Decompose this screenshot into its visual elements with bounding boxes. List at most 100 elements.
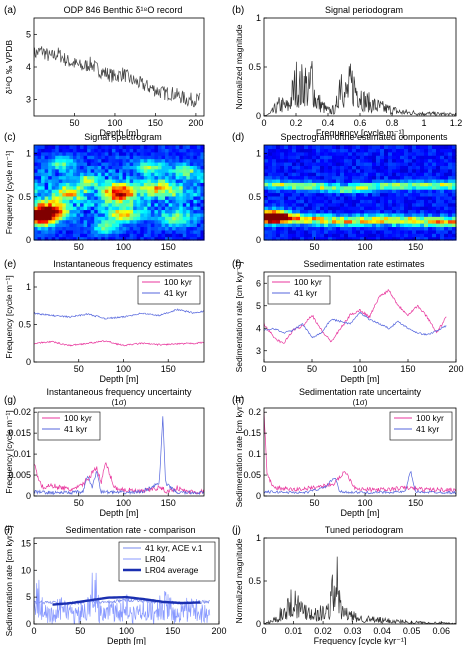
heatmap-cell	[140, 212, 145, 217]
heatmap-cell	[284, 175, 289, 180]
heatmap-cell	[420, 233, 425, 238]
heatmap-cell	[336, 202, 341, 207]
heatmap-cell	[72, 158, 78, 163]
heatmap-cell	[392, 155, 397, 160]
heatmap-cell	[41, 151, 46, 156]
heatmap-cell	[404, 226, 409, 231]
heatmap-cell	[48, 229, 53, 234]
heatmap-cell	[264, 202, 269, 207]
heatmap-cell	[324, 233, 329, 238]
heatmap-cell	[404, 145, 409, 149]
heatmap-cell	[200, 185, 205, 190]
heatmap-cell	[34, 236, 39, 241]
heatmap-cell	[94, 148, 99, 153]
heatmap-cell	[133, 202, 138, 207]
heatmap-cell	[172, 229, 177, 234]
heatmap-cell	[186, 165, 191, 170]
heatmap-cell	[320, 168, 325, 173]
heatmap-cell	[90, 223, 95, 228]
heatmap-cell	[324, 151, 329, 156]
heatmap-cell	[396, 145, 401, 149]
heatmap-cell	[336, 229, 341, 234]
heatmap-cell	[432, 185, 437, 190]
heatmap-cell	[408, 158, 413, 163]
heatmap-cell	[296, 148, 301, 153]
heatmap-cell	[388, 172, 393, 177]
heatmap-cell	[332, 172, 337, 177]
heatmap-cell	[196, 219, 202, 224]
heatmap-cell	[62, 168, 67, 173]
heatmap-cell	[136, 199, 141, 204]
heatmap-cell	[272, 155, 277, 160]
heatmap-cell	[161, 223, 166, 228]
heatmap-cell	[268, 185, 273, 190]
heatmap-cell	[444, 165, 449, 170]
heatmap-cell	[51, 161, 56, 166]
heatmap-cell	[424, 216, 429, 221]
heatmap-cell	[428, 212, 433, 217]
heatmap-cell	[408, 206, 413, 211]
heatmap-cell	[147, 223, 152, 228]
panel-letter: (j)	[232, 525, 241, 536]
heatmap-cell	[55, 229, 60, 234]
heatmap-cell	[179, 202, 184, 207]
heatmap-cell	[122, 172, 127, 177]
heatmap-cell	[428, 161, 433, 166]
heatmap-cell	[161, 145, 166, 149]
heatmap-cell	[264, 178, 269, 183]
heatmap-cell	[340, 182, 345, 187]
heatmap-cell	[352, 161, 357, 166]
heatmap-cell	[452, 148, 457, 153]
heatmap-cell	[416, 165, 421, 170]
heatmap-cell	[400, 195, 405, 200]
heatmap-cell	[336, 223, 341, 228]
heatmap-cell	[172, 185, 177, 190]
heatmap-cell	[276, 155, 281, 160]
heatmap-cell	[336, 168, 341, 173]
heatmap-cell	[51, 185, 56, 190]
heatmap-cell	[280, 182, 285, 187]
heatmap-cell	[165, 148, 170, 153]
heatmap-cell	[340, 195, 345, 200]
heatmap-cell	[376, 233, 381, 238]
heatmap-cell	[268, 168, 273, 173]
heatmap-cell	[179, 161, 184, 166]
heatmap-cell	[392, 233, 397, 238]
heatmap-cell	[328, 178, 333, 183]
heatmap-cell	[304, 148, 309, 153]
heatmap-cell	[65, 145, 71, 149]
y-axis-label: Normalized magnitude	[234, 24, 244, 109]
heatmap-cell	[189, 219, 194, 224]
heatmap-cell	[296, 172, 301, 177]
heatmap-cell	[62, 182, 67, 187]
heatmap-cell	[444, 161, 449, 166]
heatmap-cell	[150, 236, 156, 241]
heatmap-cell	[165, 226, 170, 231]
heatmap-cell	[404, 233, 409, 238]
heatmap-cell	[165, 219, 170, 224]
series-line-0	[264, 556, 456, 624]
heatmap-cell	[420, 161, 425, 166]
heatmap-cell	[396, 185, 401, 190]
heatmap-cell	[368, 192, 373, 197]
heatmap-cell	[189, 189, 194, 194]
heatmap-cell	[332, 219, 337, 224]
heatmap-cell	[119, 209, 124, 214]
heatmap-cell	[328, 189, 333, 194]
heatmap-cell	[154, 158, 159, 163]
heatmap-cell	[268, 219, 273, 224]
heatmap-cell	[432, 178, 437, 183]
heatmap-cell	[104, 145, 109, 149]
heatmap-cell	[424, 158, 429, 163]
heatmap-cell	[72, 148, 78, 153]
heatmap-cell	[154, 202, 159, 207]
heatmap-cell	[147, 178, 152, 183]
heatmap-cell	[76, 165, 81, 170]
heatmap-cell	[122, 185, 127, 190]
y-tick-label: 0	[256, 235, 261, 245]
heatmap-cell	[352, 233, 357, 238]
x-tick-label: 150	[148, 118, 163, 128]
heatmap-cell	[304, 175, 309, 180]
heatmap-cell	[316, 172, 321, 177]
heatmap-cell	[44, 233, 49, 238]
